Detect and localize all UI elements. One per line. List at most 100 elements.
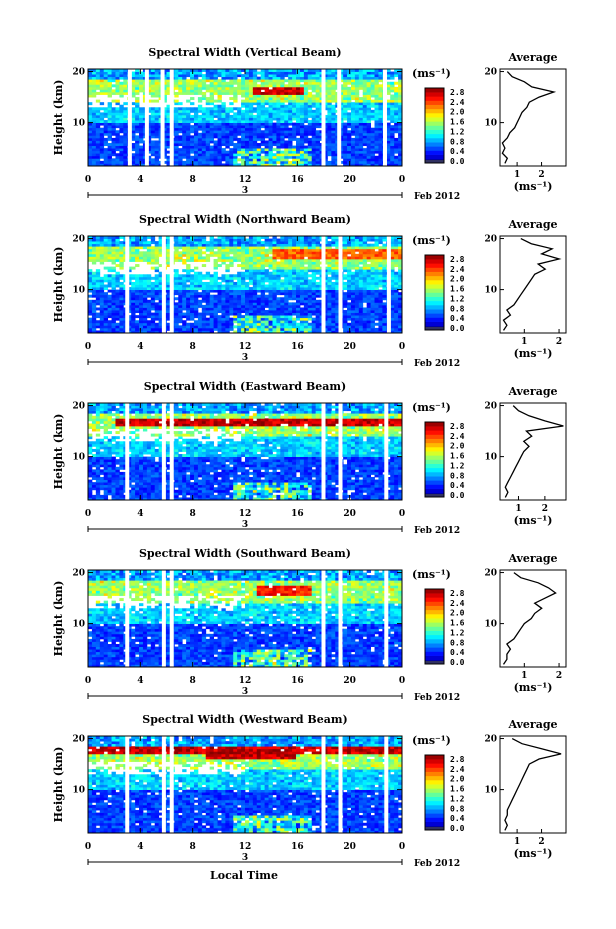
heatmap-cell [174, 107, 179, 111]
heatmap-cell [292, 264, 297, 268]
heatmap-cell [193, 114, 199, 118]
heatmap-cell [158, 284, 163, 288]
heatmap-cell [331, 251, 336, 255]
heatmap-cell [178, 238, 183, 242]
heatmap-cell [135, 289, 140, 293]
heatmap-cell [213, 69, 218, 72]
heatmap-cell [307, 289, 313, 293]
heatmap-cell [205, 241, 211, 245]
heatmap-cell [299, 76, 305, 80]
heatmap-cell [190, 289, 195, 293]
heatmap-cell [339, 104, 344, 108]
heatmap-cell [95, 81, 101, 85]
heatmap-cell [201, 307, 207, 311]
heatmap-cell [264, 251, 269, 255]
heatmap-cell [299, 74, 305, 78]
heatmap-cell [296, 297, 301, 301]
heatmap-cell [225, 112, 230, 116]
heatmap-cell [221, 86, 226, 90]
heatmap-cell [350, 107, 356, 111]
heatmap-cell [272, 140, 277, 144]
heatmap-cell [221, 104, 226, 108]
heatmap-cell [335, 307, 340, 311]
heatmap-cell [260, 84, 266, 88]
heatmap-cell [91, 155, 97, 159]
heatmap-cell [248, 246, 254, 250]
colorbar-tick-label: 0.8 [450, 137, 465, 146]
heatmap-cell [111, 71, 116, 75]
heatmap-cell [115, 297, 120, 301]
heatmap-cell [91, 91, 97, 95]
heatmap-cell [311, 158, 317, 162]
heatmap-cell [131, 248, 136, 252]
heatmap-cell [303, 274, 309, 278]
heatmap-cell [123, 81, 128, 85]
heatmap-cell [386, 140, 391, 144]
heatmap-cell [288, 120, 293, 123]
heatmap-cell [292, 302, 297, 306]
heatmap-cell [245, 117, 250, 121]
heatmap-cell [91, 120, 97, 123]
heatmap-cell [154, 281, 160, 285]
heatmap-cells [88, 236, 403, 334]
heatmap-cell [146, 76, 152, 80]
heatmap-cell [209, 84, 215, 88]
heatmap-cell [272, 104, 277, 108]
heatmap-cell [154, 150, 160, 154]
heatmap-cell [284, 317, 289, 321]
heatmap-cell [99, 287, 105, 290]
heatmap-cell [354, 145, 360, 149]
heatmap-cell [264, 81, 269, 85]
heatmap-cell [193, 137, 199, 141]
heatmap-cell [111, 292, 116, 296]
heatmap-cell [299, 143, 305, 146]
heatmap-cell [378, 109, 383, 113]
heatmap-cell [248, 238, 254, 242]
heatmap-cell [354, 84, 360, 88]
heatmap-cell [280, 97, 285, 101]
heatmap-cell [252, 127, 258, 131]
heatmap-cell [146, 287, 152, 290]
heatmap-cell [307, 102, 313, 106]
heatmap-cell [174, 79, 179, 83]
heatmap-cell [99, 312, 105, 316]
heatmap-cell [91, 153, 97, 157]
heatmap-cell [197, 238, 203, 242]
heatmap-cell [366, 132, 372, 136]
heatmap-cell [374, 155, 379, 159]
heatmap-cell [331, 97, 336, 101]
heatmap-cell [374, 107, 379, 111]
heatmap-cell [398, 127, 403, 131]
heatmap-cell [237, 137, 242, 141]
heatmap-cell [162, 135, 167, 139]
heatmap-cell [91, 261, 97, 265]
heatmap-cell [154, 89, 160, 93]
heatmap-cell [150, 117, 156, 121]
heatmap-cell [186, 74, 191, 78]
heatmap-cell [127, 322, 132, 326]
heatmap-cell [166, 109, 171, 113]
heatmap-cell [292, 81, 297, 85]
heatmap-cell [154, 312, 160, 316]
heatmap-cell [264, 91, 269, 95]
heatmap-cell [213, 160, 218, 164]
heatmap-cell [323, 155, 328, 159]
heatmap-cell [288, 112, 293, 116]
heatmap-cell [205, 253, 211, 257]
heatmap-cell [343, 84, 348, 88]
heatmap-cell [166, 276, 171, 280]
heatmap-cell [131, 256, 136, 260]
heatmap-cell [139, 310, 144, 313]
heatmap-cell [146, 127, 152, 131]
heatmap-cell [398, 102, 403, 106]
heatmap-cell [248, 79, 254, 83]
heatmap-cell [311, 137, 317, 141]
heatmap-cell [299, 117, 305, 121]
heatmap-cell [99, 258, 105, 262]
heatmap-cell [166, 132, 171, 136]
heatmap-cell [193, 112, 199, 116]
heatmap-cell [103, 307, 109, 311]
heatmap-cell [233, 297, 238, 301]
heatmap-cell [241, 135, 246, 139]
heatmap-cell [182, 112, 187, 116]
